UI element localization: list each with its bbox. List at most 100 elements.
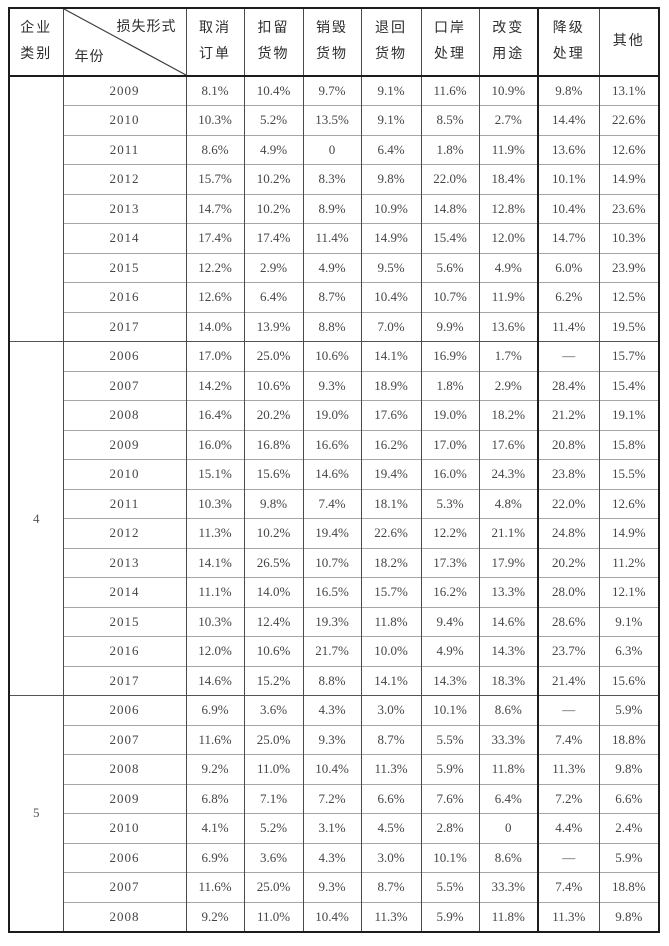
value-cell: 10.0% [360, 636, 421, 666]
table-row: 2010 4.1% 5.2% 3.1% 4.5% 2.8% 0 4.4% 2.4% [9, 813, 659, 843]
value-cell: 8.6% [478, 842, 538, 873]
value-cell: 15.6% [243, 459, 303, 489]
value-cell: 17.0% [185, 341, 244, 371]
header-col-6-line1: 降级 [552, 21, 585, 36]
year-cell: 2014 [62, 577, 186, 607]
value-cell: 18.9% [360, 370, 421, 401]
value-cell: 14.7% [537, 223, 599, 253]
value-cell: 5.6% [420, 252, 479, 283]
value-cell: 10.1% [420, 842, 479, 873]
value-cell: 10.4% [302, 754, 361, 784]
value-cell: 4.9% [243, 134, 303, 165]
value-cell: 12.2% [420, 518, 479, 548]
value-cell: 15.7% [598, 341, 659, 371]
value-cell: 5.3% [420, 488, 479, 519]
table-row: 2006 6.9% 3.6% 4.3% 3.0% 10.1% 8.6% —5.9% [9, 842, 659, 873]
value-cell: 23.7% [537, 636, 599, 666]
year-cell: 2015 [62, 252, 186, 283]
value-cell: 9.2% [185, 754, 244, 784]
header-col-2-line2: 货物 [316, 47, 348, 62]
table-row: 2015 10.3% 12.4% 19.3% 11.8% 9.4% 14.6% 28.6% 9.… [9, 606, 659, 637]
value-cell: 28.0% [537, 577, 599, 607]
value-cell: 9.8% [243, 488, 303, 519]
value-cell: 6.3% [598, 636, 659, 666]
value-cell: 26.5% [243, 547, 303, 578]
header-col-3-line2: 货物 [375, 47, 407, 62]
value-cell: 17.0% [420, 429, 479, 460]
value-cell: 11.3% [360, 754, 421, 784]
value-cell: 9.4% [420, 606, 479, 637]
value-cell: 10.6% [243, 370, 303, 401]
value-cell: 11.3% [360, 901, 421, 932]
value-cell: 6.8% [185, 783, 244, 814]
table-row: 2014 17.4% 17.4% 11.4% 14.9% 15.4% 12.0% 14.7% 1… [9, 223, 659, 253]
header-col-7: 其他 [598, 8, 659, 77]
value-cell: 14.4% [537, 105, 599, 135]
value-cell: 15.5% [598, 459, 659, 489]
value-cell: 10.3% [185, 606, 244, 637]
value-cell: 7.4% [537, 872, 599, 902]
header-year-label: 年份 [74, 50, 105, 65]
value-cell: 11.9% [478, 134, 538, 165]
table-row: 2014 11.1% 14.0% 16.5% 15.7% 16.2% 13.3% 28.0% 1… [9, 577, 659, 607]
value-cell: 10.4% [302, 901, 361, 932]
value-cell: 11.2% [598, 547, 659, 578]
header-col-0: 取消 订单 [185, 8, 244, 77]
value-cell: 20.2% [243, 400, 303, 430]
value-cell: 4.9% [420, 636, 479, 666]
value-cell: 19.0% [302, 400, 361, 430]
value-cell: 12.5% [598, 282, 659, 312]
value-cell: 16.2% [420, 577, 479, 607]
header-col-3-line1: 退回 [375, 21, 407, 36]
year-cell: 2006 [62, 695, 186, 725]
header-col-6: 降级 处理 [537, 8, 599, 77]
year-cell: 2010 [62, 459, 186, 489]
table-row: 2008 9.2% 11.0% 10.4% 11.3% 5.9% 11.8% 11.3% 9.8… [9, 754, 659, 784]
value-cell: 8.1% [185, 75, 244, 106]
value-cell: 18.8% [598, 872, 659, 902]
value-cell: 22.0% [537, 488, 599, 519]
table-row: 5 2006 6.9% 3.6% 4.3% 3.0% 10.1% 8.6% —5.9% [8, 695, 659, 932]
value-cell: 22.0% [420, 164, 479, 194]
year-cell: 2007 [62, 370, 186, 401]
value-cell: 14.1% [360, 341, 421, 371]
value-cell: 10.9% [478, 75, 538, 106]
value-cell: 15.7% [360, 577, 421, 607]
value-cell: 20.8% [537, 429, 599, 460]
value-cell: 23.6% [598, 193, 659, 224]
header-col-4-line1: 口岸 [434, 21, 466, 36]
table-row: 2015 12.2% 2.9% 4.9% 9.5% 5.6% 4.9% 6.0% 23.9% [9, 252, 659, 283]
value-cell: 11.8% [478, 754, 538, 784]
value-cell: 18.2% [360, 547, 421, 578]
value-cell: 10.2% [243, 164, 303, 194]
table-row: 2007 14.2% 10.6% 9.3% 18.9% 1.8% 2.9% 28.4% 15.4… [9, 370, 659, 401]
value-cell: 4.9% [478, 252, 538, 283]
value-cell: 12.4% [243, 606, 303, 637]
table-body: 2009 8.1% 10.4% 9.7% 9.1% 11.6% 10.9% 9.8% 13.1%… [8, 75, 659, 932]
value-cell: 17.6% [360, 400, 421, 430]
value-cell: 21.7% [302, 636, 361, 666]
value-cell: 5.5% [420, 724, 479, 755]
value-cell: 11.6% [420, 75, 479, 106]
value-cell: 16.2% [360, 429, 421, 460]
value-cell: 13.6% [478, 311, 538, 342]
value-cell: 14.0% [243, 577, 303, 607]
value-cell: 16.0% [185, 429, 244, 460]
value-cell: 6.4% [478, 783, 538, 814]
value-cell: 14.6% [302, 459, 361, 489]
value-cell: 10.4% [243, 75, 303, 106]
value-cell: 0 [478, 813, 538, 843]
table-row: 2012 11.3% 10.2% 19.4% 22.6% 12.2% 21.1% 24.8% 1… [9, 518, 659, 548]
value-cell: 11.9% [478, 282, 538, 312]
header-col-0-line2: 订单 [199, 47, 231, 62]
value-cell: 24.8% [537, 518, 599, 548]
value-cell: 9.1% [598, 606, 659, 637]
value-cell: 8.7% [360, 724, 421, 755]
value-cell: 13.6% [537, 134, 599, 165]
value-cell: 19.1% [598, 400, 659, 430]
value-cell: 6.0% [537, 252, 599, 283]
value-cell: 12.6% [598, 134, 659, 165]
value-cell: — [537, 341, 599, 371]
value-cell: 16.8% [243, 429, 303, 460]
